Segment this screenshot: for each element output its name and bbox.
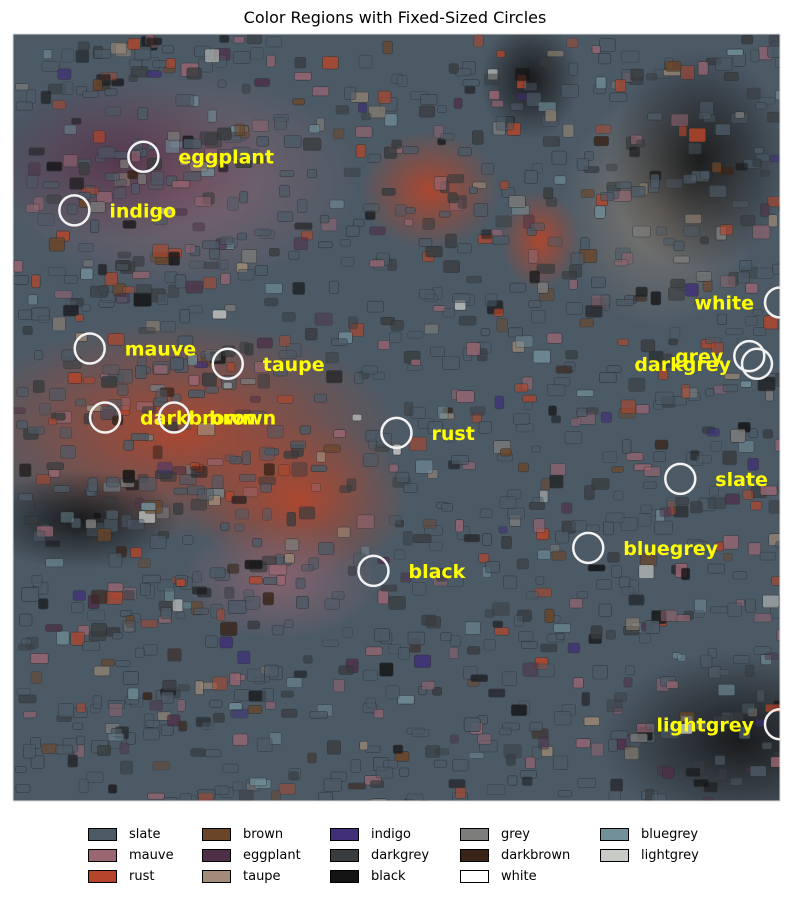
circle-marker-darkgrey [740, 347, 774, 381]
legend-label-slate: slate [129, 827, 161, 842]
legend-label-rust: rust [129, 869, 155, 884]
circle-marker-slate [664, 462, 697, 496]
chart-title: Color Regions with Fixed-Sized Circles [243, 8, 547, 27]
legend-label-darkgrey: darkgrey [371, 848, 430, 863]
legend-label-darkbrown: darkbrown [501, 848, 571, 863]
legend-label-bluegrey: bluegrey [641, 827, 699, 842]
circle-marker-white [763, 286, 780, 319]
legend-item-mauve: mauve [88, 847, 202, 864]
point-label-indigo: indigo [109, 200, 176, 222]
circle-marker-taupe [211, 347, 245, 381]
point-label-grey: grey [675, 346, 724, 368]
legend-swatch-white [460, 870, 489, 883]
legend-item-bluegrey: bluegrey [600, 826, 720, 843]
circle-marker-brown [157, 401, 191, 434]
point-label-taupe: taupe [263, 354, 325, 376]
legend-swatch-black [330, 870, 359, 883]
circle-marker-eggplant [127, 140, 160, 173]
point-label-eggplant: eggplant [178, 147, 274, 169]
circle-marker-lightgrey [763, 708, 780, 741]
legend-swatch-rust [88, 870, 117, 883]
legend-label-eggplant: eggplant [243, 848, 301, 863]
point-label-bluegrey: bluegrey [623, 538, 718, 560]
legend-item-eggplant: eggplant [202, 847, 330, 864]
circle-marker-indigo [58, 194, 91, 227]
point-label-slate: slate [715, 469, 768, 491]
point-label-black: black [408, 561, 465, 583]
legend-item-grey: grey [460, 826, 600, 843]
legend-swatch-darkbrown [460, 849, 489, 862]
circle-marker-grey [733, 339, 766, 373]
legend: slate brown indigo grey bluegrey mauve eggplan… [88, 826, 720, 885]
point-label-mauve: mauve [125, 338, 196, 360]
legend-swatch-grey [460, 828, 489, 841]
legend-label-lightgrey: lightgrey [641, 848, 699, 863]
legend-swatch-brown [202, 828, 231, 841]
legend-item-brown: brown [202, 826, 330, 843]
point-label-brown: brown [209, 408, 276, 430]
point-label-rust: rust [432, 423, 475, 445]
point-label-darkbrown: darkbrown [140, 408, 256, 430]
legend-label-grey: grey [501, 827, 531, 842]
legend-label-black: black [371, 869, 406, 884]
legend-item-black: black [330, 868, 460, 885]
legend-label-taupe: taupe [243, 869, 281, 884]
legend-empty [600, 868, 720, 885]
legend-swatch-mauve [88, 849, 117, 862]
mosaic-background [13, 34, 780, 801]
point-label-white: white [694, 292, 754, 314]
legend-swatch-indigo [330, 828, 359, 841]
legend-label-indigo: indigo [371, 827, 411, 842]
legend-item-white: white [460, 868, 600, 885]
circle-marker-bluegrey [572, 531, 605, 565]
legend-swatch-bluegrey [600, 828, 629, 841]
legend-swatch-lightgrey [600, 849, 629, 862]
circle-marker-darkbrown [88, 401, 122, 434]
legend-item-taupe: taupe [202, 868, 330, 885]
legend-item-rust: rust [88, 868, 202, 885]
circle-marker-mauve [73, 332, 106, 365]
point-label-lightgrey: lightgrey [657, 714, 755, 736]
legend-swatch-slate [88, 828, 117, 841]
legend-label-white: white [501, 869, 537, 884]
legend-swatch-darkgrey [330, 849, 359, 862]
legend-item-lightgrey: lightgrey [600, 847, 720, 864]
legend-item-darkgrey: darkgrey [330, 847, 460, 864]
legend-item-indigo: indigo [330, 826, 460, 843]
legend-label-mauve: mauve [129, 848, 174, 863]
legend-swatch-eggplant [202, 849, 231, 862]
legend-swatch-taupe [202, 870, 231, 883]
circle-marker-rust [380, 416, 413, 450]
legend-item-darkbrown: darkbrown [460, 847, 600, 864]
point-label-darkgrey: darkgrey [634, 354, 731, 376]
legend-label-brown: brown [243, 827, 284, 842]
legend-item-slate: slate [88, 826, 202, 843]
circle-marker-black [357, 554, 390, 588]
